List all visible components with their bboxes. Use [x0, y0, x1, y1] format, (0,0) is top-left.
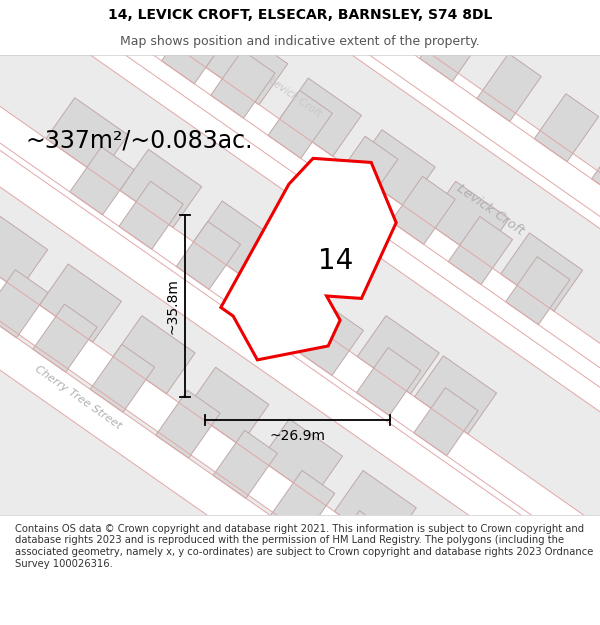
- Polygon shape: [328, 511, 392, 579]
- Polygon shape: [0, 68, 533, 625]
- Polygon shape: [419, 13, 484, 81]
- Polygon shape: [260, 419, 343, 497]
- Polygon shape: [187, 368, 269, 446]
- Polygon shape: [176, 221, 241, 289]
- Polygon shape: [0, 18, 600, 625]
- Text: ~26.9m: ~26.9m: [269, 429, 325, 443]
- Polygon shape: [358, 316, 439, 394]
- Polygon shape: [132, 0, 214, 53]
- Polygon shape: [0, 213, 47, 291]
- Polygon shape: [194, 201, 275, 279]
- Polygon shape: [0, 55, 600, 515]
- Polygon shape: [0, 0, 600, 556]
- Polygon shape: [299, 308, 364, 376]
- Text: ~337m²/~0.083ac.: ~337m²/~0.083ac.: [25, 128, 253, 152]
- Polygon shape: [427, 181, 509, 259]
- Polygon shape: [113, 316, 195, 394]
- Polygon shape: [268, 91, 332, 158]
- Polygon shape: [33, 304, 97, 372]
- Polygon shape: [535, 94, 599, 162]
- Polygon shape: [506, 257, 570, 324]
- Polygon shape: [156, 390, 220, 458]
- Polygon shape: [501, 233, 583, 311]
- Polygon shape: [120, 149, 202, 228]
- Text: 14: 14: [317, 247, 353, 275]
- Text: ~35.8m: ~35.8m: [166, 278, 180, 334]
- Text: Levick Croft: Levick Croft: [454, 182, 526, 238]
- Polygon shape: [221, 158, 396, 360]
- Polygon shape: [334, 136, 398, 204]
- Polygon shape: [20, 0, 600, 441]
- Polygon shape: [354, 0, 418, 36]
- Polygon shape: [391, 176, 455, 244]
- Text: Map shows position and indicative extent of the property.: Map shows position and indicative extent…: [120, 35, 480, 48]
- Polygon shape: [356, 348, 421, 416]
- Polygon shape: [271, 471, 335, 539]
- Polygon shape: [90, 344, 155, 412]
- Polygon shape: [119, 181, 183, 249]
- Polygon shape: [70, 147, 134, 215]
- Polygon shape: [592, 134, 600, 202]
- Polygon shape: [477, 54, 541, 121]
- Polygon shape: [206, 26, 288, 104]
- Polygon shape: [0, 133, 600, 625]
- Polygon shape: [0, 270, 48, 338]
- Text: Contains OS data © Crown copyright and database right 2021. This information is : Contains OS data © Crown copyright and d…: [15, 524, 593, 569]
- Polygon shape: [213, 431, 277, 498]
- Polygon shape: [448, 216, 512, 284]
- Polygon shape: [414, 388, 478, 456]
- Polygon shape: [40, 264, 121, 342]
- Polygon shape: [211, 50, 275, 118]
- Polygon shape: [0, 0, 600, 352]
- Text: Levick Croft: Levick Croft: [267, 75, 323, 119]
- Polygon shape: [353, 129, 435, 208]
- Polygon shape: [46, 98, 128, 176]
- Polygon shape: [280, 78, 361, 156]
- Text: 14, LEVICK CROFT, ELSECAR, BARNSLEY, S74 8DL: 14, LEVICK CROFT, ELSECAR, BARNSLEY, S74…: [108, 8, 492, 22]
- Polygon shape: [415, 356, 497, 434]
- Polygon shape: [0, 0, 600, 474]
- Polygon shape: [161, 16, 226, 84]
- Polygon shape: [0, 0, 600, 606]
- Text: Cherry Tree Street: Cherry Tree Street: [33, 363, 123, 431]
- Polygon shape: [334, 471, 416, 549]
- Polygon shape: [242, 268, 306, 335]
